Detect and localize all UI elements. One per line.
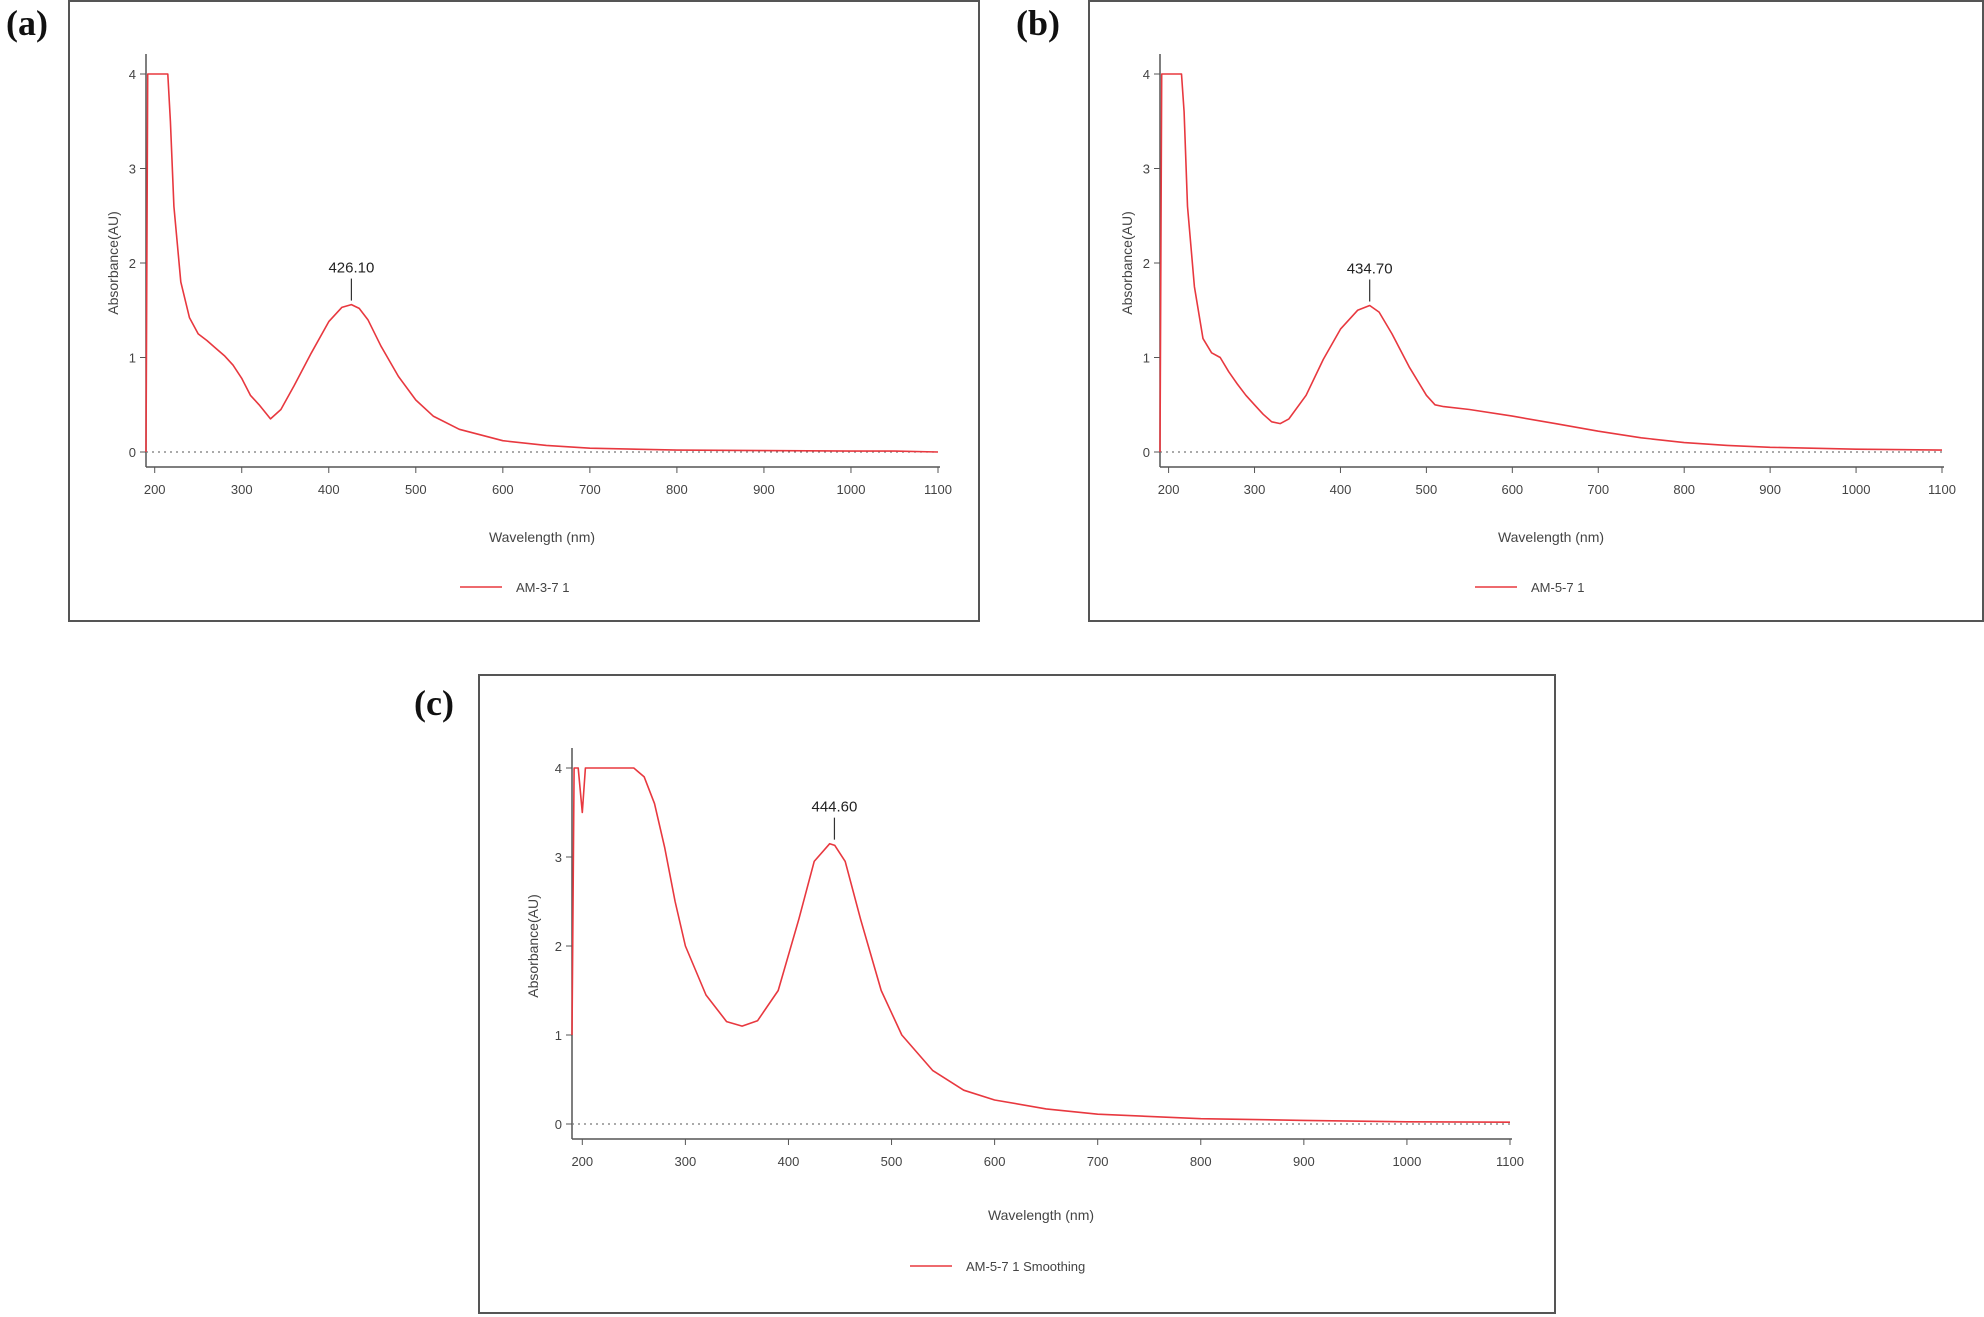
chart-a-legend-label: AM-3-7 1 <box>516 580 569 595</box>
chart-a-y-axis-title: Absorbance(AU) <box>105 211 121 315</box>
chart-c-y-tick-label: 2 <box>555 939 562 954</box>
chart-a-x-tick-label: 500 <box>405 482 427 497</box>
chart-c-y-axis-title: Absorbance(AU) <box>525 894 541 998</box>
chart-b-x-tick-label: 400 <box>1330 482 1352 497</box>
chart-a-x-tick-label: 200 <box>144 482 166 497</box>
chart-panel-b: 200 300 400 500 600 700 800 900 1000 1100 0 1 2 3 4 Wav… <box>1088 0 1984 622</box>
chart-c-x-tick-label: 300 <box>675 1154 697 1169</box>
chart-a-x-tick-label: 700 <box>579 482 601 497</box>
chart-c-x-axis-title: Wavelength (nm) <box>988 1207 1094 1223</box>
chart-a-x-tick-label: 400 <box>318 482 340 497</box>
chart-b-x-tick-label: 900 <box>1759 482 1781 497</box>
chart-b-x-tick-label: 600 <box>1501 482 1523 497</box>
chart-b-y-tick-label: 4 <box>1143 67 1150 82</box>
chart-a-x-axis-title: Wavelength (nm) <box>489 529 595 545</box>
chart-a-x-tick-label: 1100 <box>924 482 952 497</box>
chart-c-y-tick-label: 4 <box>555 761 562 776</box>
chart-a-y-tick-label: 1 <box>129 351 136 366</box>
chart-b-series-line <box>1159 73 1943 453</box>
chart-c-legend-label: AM-5-7 1 Smoothing <box>966 1259 1085 1274</box>
panel-letter-c: (c) <box>414 683 454 723</box>
chart-b-x-tick-label: 500 <box>1416 482 1438 497</box>
chart-c-x-tick-label: 400 <box>778 1154 800 1169</box>
chart-b-x-axis-title: Wavelength (nm) <box>1498 529 1604 545</box>
chart-c-y-tick-label: 3 <box>555 850 562 865</box>
chart-c-y-tick-label: 1 <box>555 1028 562 1043</box>
chart-a-y-tick-label: 3 <box>129 162 136 177</box>
chart-a-x-tick-label: 1000 <box>837 482 866 497</box>
chart-b-y-tick-label: 2 <box>1143 256 1150 271</box>
chart-c-x-tick-label: 1000 <box>1392 1154 1421 1169</box>
chart-b-y-tick-label: 1 <box>1143 351 1150 366</box>
chart-b-peak-label: 434.70 <box>1347 261 1393 278</box>
chart-c-peak-label: 444.60 <box>811 799 857 816</box>
chart-b-x-tick-label: 1100 <box>1928 482 1956 497</box>
chart-c-x-tick-label: 600 <box>984 1154 1006 1169</box>
chart-c-series-line <box>571 767 1511 1124</box>
chart-a-x-tick-label: 800 <box>666 482 688 497</box>
chart-a-y-tick-label: 2 <box>129 256 136 271</box>
chart-a-x-tick-label: 300 <box>231 482 253 497</box>
chart-panel-c: 200 300 400 500 600 700 800 900 1000 1100 0 1 2 3 4 Wav… <box>478 674 1556 1314</box>
chart-b: 200 300 400 500 600 700 800 900 1000 1100 0 1 2 3 4 Wav… <box>1119 54 1956 595</box>
chart-a-series-line <box>145 73 939 453</box>
chart-a: 200 300 400 500 600 700 800 900 1000 1100 0 1 2 3 4 Wav… <box>105 54 952 595</box>
chart-a-y-tick-label: 4 <box>129 67 136 82</box>
chart-b-y-axis-title: Absorbance(AU) <box>1119 211 1135 315</box>
chart-b-x-tick-label: 800 <box>1673 482 1695 497</box>
chart-c-y-tick-label: 0 <box>555 1117 562 1132</box>
chart-b-x-tick-label: 1000 <box>1842 482 1871 497</box>
chart-b-x-tick-label: 700 <box>1587 482 1609 497</box>
chart-b-x-tick-label: 200 <box>1158 482 1180 497</box>
chart-a-x-tick-label: 600 <box>492 482 514 497</box>
panel-letter-b: (b) <box>1016 3 1060 43</box>
chart-b-y-tick-label: 3 <box>1143 162 1150 177</box>
chart-a-y-tick-label: 0 <box>129 445 136 460</box>
chart-c-x-tick-label: 1100 <box>1496 1154 1524 1169</box>
panel-letter-a: (a) <box>6 3 48 43</box>
chart-c-x-tick-label: 900 <box>1293 1154 1315 1169</box>
chart-a-x-tick-label: 900 <box>753 482 775 497</box>
chart-c-x-tick-label: 700 <box>1087 1154 1109 1169</box>
chart-c-x-tick-label: 500 <box>881 1154 903 1169</box>
chart-panel-a: 200 300 400 500 600 700 800 900 1000 1100 0 1 2 3 4 Wav… <box>68 0 980 622</box>
chart-c: 200 300 400 500 600 700 800 900 1000 1100 0 1 2 3 4 Wav… <box>525 748 1524 1274</box>
chart-b-y-tick-label: 0 <box>1143 445 1150 460</box>
chart-c-x-tick-label: 200 <box>571 1154 593 1169</box>
chart-a-peak-label: 426.10 <box>328 260 374 277</box>
chart-c-x-tick-label: 800 <box>1190 1154 1212 1169</box>
chart-b-x-tick-label: 300 <box>1244 482 1266 497</box>
chart-b-legend-label: AM-5-7 1 <box>1531 580 1584 595</box>
